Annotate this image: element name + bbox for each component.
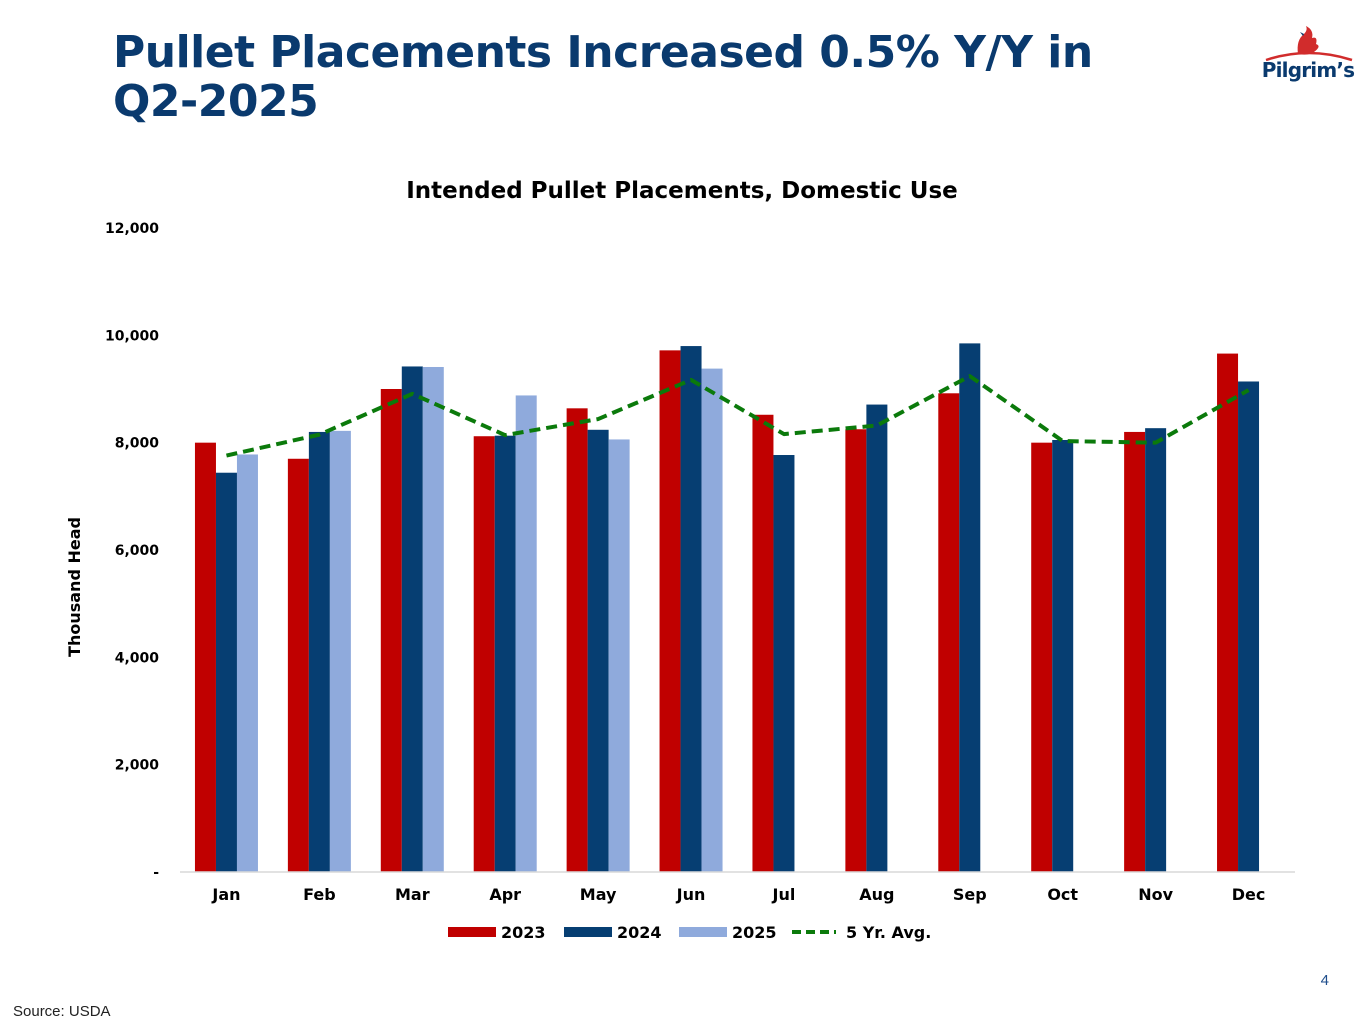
x-axis-ticks: Jan Feb Mar Apr May Jun Jul Aug Sep Oct Nov Dec [211,885,1265,904]
bar-2024-feb [308,431,330,872]
legend-label: 5 Yr. Avg. [846,923,931,942]
bar-2025-feb [329,430,351,872]
y-tick-label: 10,000 [105,328,159,344]
y-tick-label: 4,000 [115,650,160,666]
logo-wordmark: Pilgrim’s [1261,58,1355,82]
bars [194,343,1260,873]
legend: 2023 2024 2025 5 Yr. Avg. [448,923,931,942]
bar-2023-may [566,408,588,872]
x-tick-label: May [580,885,617,904]
rooster-icon [1265,26,1353,62]
bar-2023-apr [473,436,495,872]
slide-title: Pullet Placements Increased 0.5% Y/Y in … [113,27,1093,127]
bar-2024-nov [1145,428,1167,872]
y-tick-label: 8,000 [115,436,160,452]
pilgrims-logo: Pilgrim’s [1256,24,1360,92]
legend-label: 2023 [501,923,546,942]
bar-2023-jun [659,350,681,872]
bar-2023-sep [938,393,960,872]
bar-2024-jun [680,346,702,873]
x-tick-label: Feb [303,885,336,904]
y-tick-label: - [153,865,159,881]
y-axis-label: Thousand Head [65,517,84,657]
x-tick-label: Mar [395,885,430,904]
legend-label: 2025 [732,923,777,942]
legend-swatch-2025 [679,927,727,937]
bar-2023-jul [752,414,774,872]
bar-2024-oct [1052,439,1074,872]
x-tick-label: Nov [1138,885,1173,904]
legend-swatch-2024 [564,927,612,937]
bar-2023-feb [287,458,309,872]
x-tick-label: Dec [1232,885,1266,904]
legend-swatch-2023 [448,927,496,937]
y-axis-ticks: - 2,000 4,000 6,000 8,000 10,000 12,000 [105,221,159,881]
bar-2025-mar [422,366,444,872]
x-tick-label: Jun [676,885,706,904]
legend-label: 2024 [617,923,662,942]
bar-2023-jan [194,442,216,872]
chart-title: Intended Pullet Placements, Domestic Use [406,178,958,204]
bar-2024-jan [215,472,237,872]
bar-2024-jul [773,455,795,872]
five-year-average-series [226,374,1250,458]
five-year-average-line [226,374,1250,458]
bar-2025-jan [236,454,258,872]
y-tick-label: 2,000 [115,758,160,774]
bar-2024-mar [401,366,423,872]
bar-2023-dec [1217,353,1239,873]
page-number: 4 [1320,972,1329,989]
bar-2023-mar [380,389,402,872]
x-tick-label: Oct [1047,885,1078,904]
bar-2024-aug [866,404,888,872]
bar-2024-sep [959,343,981,873]
x-tick-label: Apr [489,885,521,904]
bar-2025-apr [515,395,537,872]
bar-2023-nov [1124,431,1146,872]
bar-2025-may [608,439,630,872]
bar-2024-dec [1238,381,1260,872]
bar-2023-oct [1031,442,1053,872]
bar-2024-may [587,429,609,872]
x-tick-label: Sep [953,885,987,904]
bar-2023-aug [845,429,867,872]
bar-2025-jun [701,368,723,872]
bar-2024-apr [494,435,516,872]
y-tick-label: 12,000 [105,221,159,237]
y-tick-label: 6,000 [115,543,160,559]
x-tick-label: Jul [772,885,796,904]
source-note: Source: USDA [13,1003,111,1020]
x-tick-label: Jan [211,885,240,904]
x-tick-label: Aug [859,885,894,904]
